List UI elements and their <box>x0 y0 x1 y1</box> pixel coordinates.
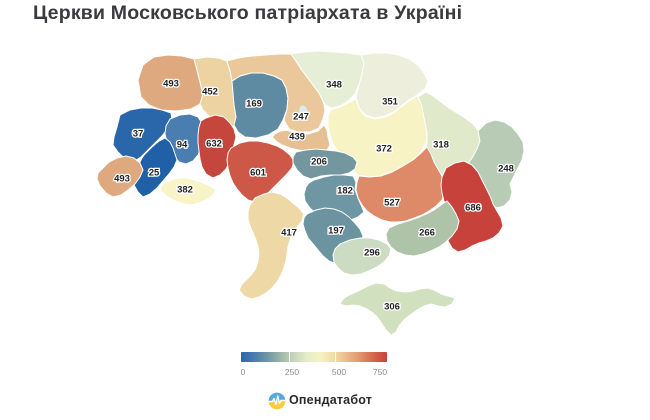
region-value-label: 527 <box>384 198 400 209</box>
map-region-r21[interactable] <box>159 177 217 206</box>
legend-tick: 750 <box>372 367 388 377</box>
map-region-r06[interactable] <box>355 52 429 119</box>
region-value-label: 417 <box>281 228 297 239</box>
region-value-label: 37 <box>133 129 144 140</box>
region-value-label: 247 <box>293 112 309 123</box>
region-value-label: 266 <box>419 228 435 239</box>
region-value-label: 372 <box>376 144 392 155</box>
region-value-label: 318 <box>433 140 449 151</box>
opendatabot-logo-icon[interactable] <box>268 392 286 410</box>
legend-tick: 0 <box>240 367 246 377</box>
region-value-label: 382 <box>177 185 193 196</box>
map-region-r26[interactable] <box>339 282 456 336</box>
region-value-label: 206 <box>311 157 327 168</box>
legend-tick: 250 <box>284 367 300 377</box>
region-value-label: 632 <box>206 139 222 150</box>
region-value-label: 197 <box>328 226 344 237</box>
map-region-r20[interactable] <box>96 155 144 198</box>
region-value-label: 452 <box>202 87 218 98</box>
chart-title: Церкви Московського патріархата в Україн… <box>33 2 463 24</box>
region-value-label: 248 <box>498 164 514 175</box>
map-region-r17[interactable] <box>355 146 446 223</box>
region-value-label: 25 <box>149 168 160 179</box>
region-value-label: 493 <box>114 174 130 185</box>
region-value-label: 296 <box>364 248 380 259</box>
region-value-label: 348 <box>326 80 342 91</box>
map-region-r15[interactable] <box>292 148 358 180</box>
region-value-label: 601 <box>250 168 267 179</box>
map-region-r24[interactable] <box>385 200 460 257</box>
map-labels-layer: 493 452 169 247 348 351 318 248 37 94 632 439 372 601… <box>113 77 515 314</box>
region-value-label: 169 <box>246 99 262 110</box>
map-region-r22[interactable] <box>238 191 305 300</box>
map-regions-layer <box>96 50 525 336</box>
map-region-r14[interactable] <box>226 140 295 203</box>
region-value-label: 439 <box>289 132 305 143</box>
legend-separator <box>289 352 290 362</box>
map-region-r09[interactable] <box>112 107 173 163</box>
region-value-label: 686 <box>465 203 481 214</box>
legend-gradient-bar <box>241 352 387 362</box>
region-value-label: 306 <box>384 302 400 313</box>
region-value-label: 351 <box>382 97 399 108</box>
map-region-r05[interactable] <box>290 50 365 109</box>
reservoir-lake <box>299 105 308 119</box>
region-value-label: 94 <box>177 140 188 151</box>
map-region-r11[interactable] <box>197 114 237 179</box>
legend-separator <box>335 352 336 362</box>
map-region-r25[interactable] <box>332 237 392 276</box>
legend-tick: 500 <box>331 367 347 377</box>
region-value-label: 493 <box>163 79 179 90</box>
opendatabot-brand-text[interactable]: Опендатабот <box>289 393 373 407</box>
region-value-label: 182 <box>337 186 353 197</box>
